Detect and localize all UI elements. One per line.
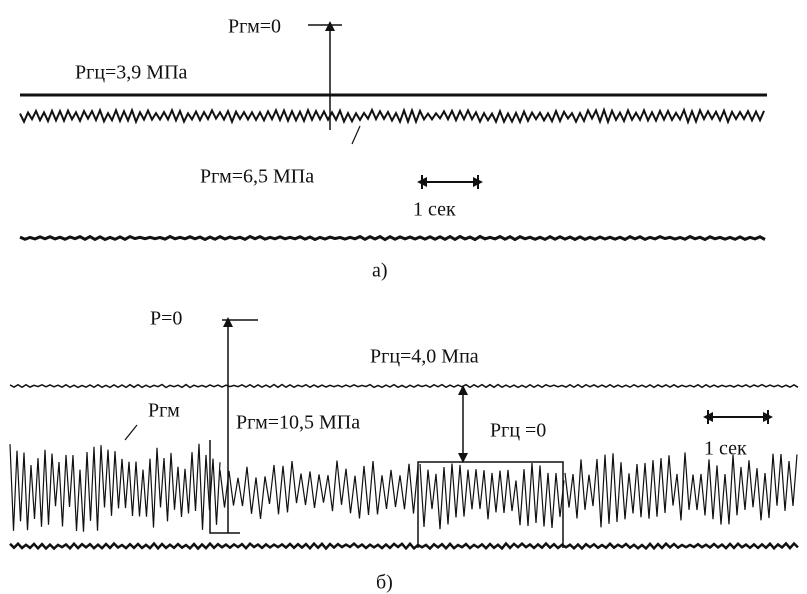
label: Ргц=3,9 МПа	[75, 62, 188, 84]
pressure-trace	[10, 385, 798, 388]
signal-traces	[10, 110, 798, 549]
signal-trace	[420, 463, 564, 529]
signal-trace	[565, 452, 797, 527]
page: {"panel_a": {"label": "а)", "p_gm_zero":…	[0, 0, 807, 594]
leader	[125, 425, 137, 440]
label: Ргм	[148, 400, 180, 422]
label: Ргц=4,0 Мпа	[370, 346, 479, 368]
signal-trace	[10, 444, 220, 532]
panel-label: а)	[372, 260, 388, 282]
label: Ргц =0	[490, 420, 546, 442]
label: 1 сек	[704, 438, 747, 460]
signal-trace	[220, 461, 418, 519]
signal-trace	[20, 110, 764, 122]
leader	[352, 126, 360, 144]
label: Ргм=0	[228, 16, 281, 38]
baseline-trace	[20, 237, 765, 240]
label: 1 сек	[413, 199, 456, 221]
label: Ргм=10,5 МПа	[236, 412, 360, 434]
baseline-trace	[10, 544, 798, 549]
bracket	[418, 462, 563, 548]
oscillogram-figure: Ргм=0 Ргц=3,9 МПа Ргм=6,5 МПа 1 сек а) Р…	[0, 0, 807, 594]
label: Р=0	[150, 308, 182, 330]
label: Ргм=6,5 МПа	[200, 166, 314, 188]
panel-label: б)	[376, 572, 393, 594]
